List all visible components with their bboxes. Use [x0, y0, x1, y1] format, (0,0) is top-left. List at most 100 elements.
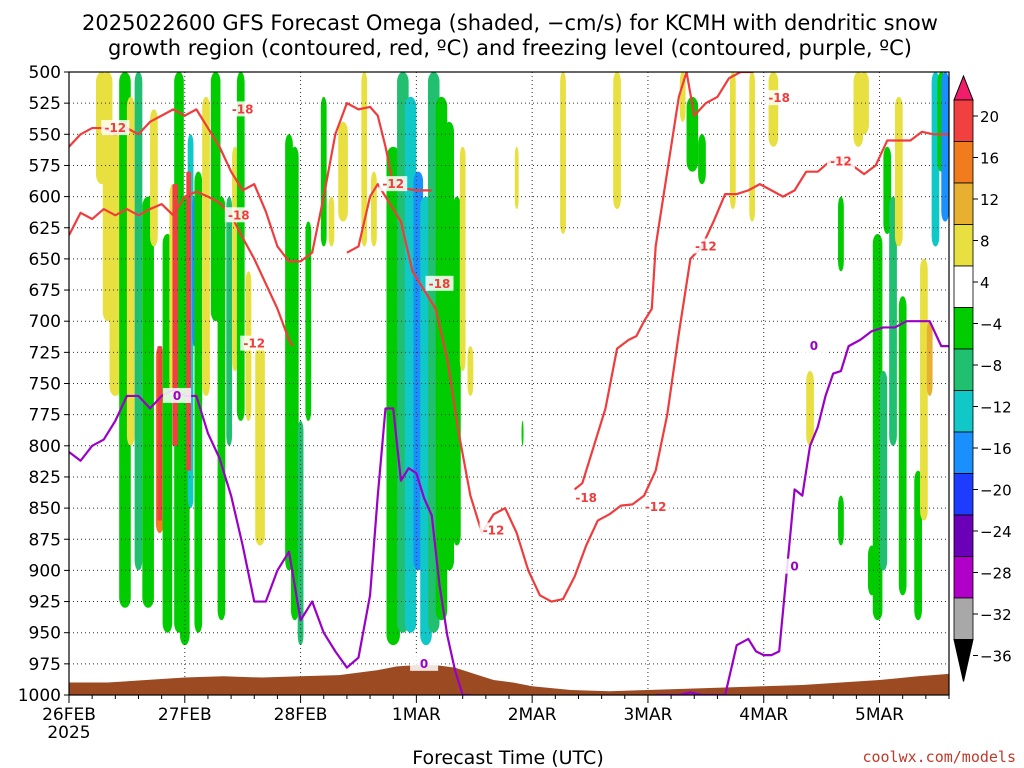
omega-streak — [838, 196, 844, 272]
contour-label-bg — [691, 238, 720, 254]
contour-lines — [69, 72, 949, 695]
colorbar-segment — [953, 473, 974, 516]
contour-label-bg — [410, 655, 439, 671]
omega-streak — [920, 258, 928, 521]
colorbar-label: −20 — [980, 482, 1012, 500]
x-year-label: 2025 — [47, 723, 90, 743]
omega-streak — [134, 72, 143, 571]
y-tick-label: 525 — [29, 94, 61, 114]
colorbar-label: −8 — [980, 357, 1002, 375]
omega-streak — [338, 121, 348, 222]
x-tick-label: 27FEB — [158, 705, 212, 725]
omega-streak — [749, 72, 756, 222]
contour-labels: -12 -12 -18 -18 -18 -12 -12 -18 -18 -12 -12 -12 0 0 0 0 — [101, 90, 855, 671]
omega-streak — [894, 96, 903, 247]
colorbar-segment — [953, 514, 974, 557]
colorbar-segment — [953, 224, 974, 267]
credit-text: coolwx.com/models — [862, 748, 1016, 766]
colorbar-segment — [953, 141, 974, 184]
contour-line — [655, 320, 949, 695]
colorbar-segment — [953, 99, 974, 142]
omega-streak — [679, 72, 686, 122]
colorbar-segment — [953, 390, 974, 433]
colorbar: 20 16 12 8 4 −4 −8 −12 −16 −20 −24 −28 −32 −36 — [953, 74, 1012, 682]
omega-streak — [444, 121, 454, 571]
omega-streak — [202, 96, 210, 396]
omega-streak — [157, 346, 163, 521]
contour-label-bg — [479, 522, 508, 538]
contour-label-bg — [425, 275, 454, 291]
colorbar-segment — [953, 431, 974, 474]
omega-streak — [361, 72, 368, 247]
y-tick-label: 725 — [29, 343, 61, 363]
contour-line — [69, 190, 294, 347]
contour-line — [69, 388, 471, 695]
colorbar-segment — [953, 182, 974, 225]
y-tick-label: 775 — [29, 406, 61, 426]
contour-label-bg — [765, 90, 794, 106]
contour-label-bg — [240, 335, 269, 351]
chart-title-line1: 2025022600 GFS Forecast Omega (shaded, −… — [82, 11, 938, 35]
omega-streak — [838, 495, 844, 546]
y-tick-label: 950 — [29, 624, 61, 644]
contour-label-bg — [163, 387, 192, 403]
contour-label-bg — [826, 153, 855, 169]
colorbar-label: −28 — [980, 565, 1012, 583]
colorbar-label: 20 — [980, 108, 999, 126]
y-tick-label: 900 — [29, 561, 61, 581]
y-tick-label: 500 — [29, 63, 61, 83]
y-tick-label: 600 — [29, 188, 61, 208]
omega-streak — [172, 184, 178, 446]
contour-label: -18 — [768, 91, 790, 105]
y-tick-label: 975 — [29, 655, 61, 675]
terrain-ground — [69, 665, 949, 695]
x-tick-label: 5MAR — [855, 705, 904, 725]
omega-streak — [236, 72, 245, 421]
omega-streak — [806, 371, 814, 446]
omega-streak — [453, 196, 461, 546]
colorbar-bottom-arrow — [953, 639, 974, 682]
omega-streak — [404, 96, 417, 633]
contour-label: -12 — [483, 524, 505, 538]
contour-label: -12 — [243, 337, 265, 351]
omega-streak — [514, 146, 519, 210]
contour-label-bg — [228, 101, 257, 117]
colorbar-label: −32 — [980, 606, 1012, 624]
contour-label: -18 — [228, 208, 250, 222]
y-tick-label: 750 — [29, 375, 61, 395]
x-tick-label: 26FEB — [42, 705, 96, 725]
contour-label-bg — [379, 176, 408, 192]
omega-streak — [459, 146, 466, 372]
contour-line — [573, 72, 756, 491]
colorbar-segment — [953, 348, 974, 391]
contour-label: -12 — [830, 155, 852, 169]
contour-label-bg — [572, 490, 601, 506]
x-axis-ticks: 26FEB 27FEB 28FEB 1MAR 2MAR 3MAR 4MAR 5MAR 2025 — [42, 695, 950, 743]
x-tick-label: 28FEB — [274, 705, 328, 725]
x-tick-label: 1MAR — [392, 705, 441, 725]
colorbar-label: 16 — [980, 150, 999, 168]
omega-streak — [467, 346, 474, 396]
omega-streak — [879, 371, 888, 571]
colorbar-segment — [953, 597, 974, 640]
omega-streak — [729, 72, 736, 210]
x-tick-label: 3MAR — [623, 705, 672, 725]
colorbar-label: 8 — [980, 233, 990, 251]
omega-streak — [217, 196, 226, 621]
y-tick-label: 650 — [29, 250, 61, 270]
omega-streak — [297, 420, 304, 646]
omega-streak — [435, 96, 448, 621]
colorbar-label: −16 — [980, 440, 1012, 458]
colorbar-label: −24 — [980, 523, 1012, 541]
omega-streak — [232, 146, 238, 372]
y-tick-label: 700 — [29, 312, 61, 332]
y-tick-label: 825 — [29, 468, 61, 488]
contour-label-bg — [224, 207, 253, 223]
contour-label-bg — [780, 558, 809, 574]
x-axis-label: Forecast Time (UTC) — [412, 747, 603, 768]
omega-streak — [560, 72, 566, 234]
omega-streak — [328, 196, 335, 247]
grid-lines — [68, 71, 949, 696]
colorbar-label: 12 — [980, 191, 999, 209]
